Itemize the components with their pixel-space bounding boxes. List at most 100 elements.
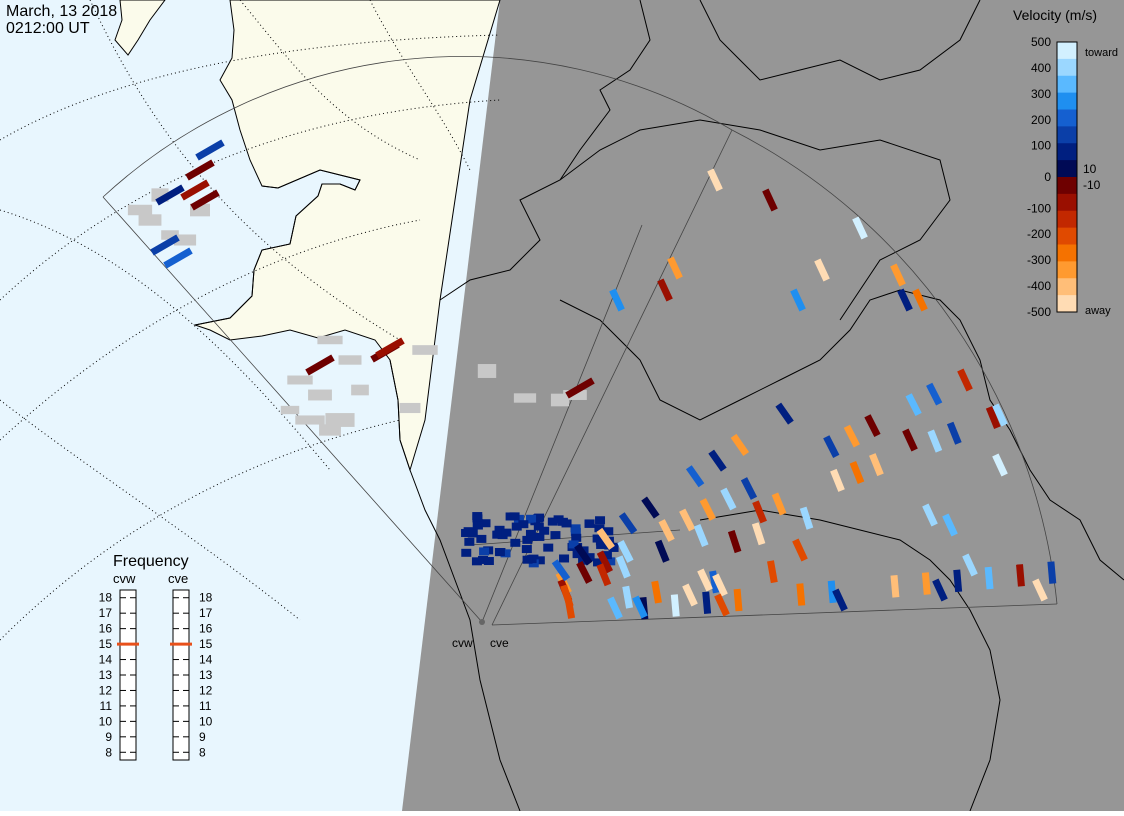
- velocity-cells: [127, 139, 1057, 620]
- velocity-cell: [852, 216, 868, 240]
- velocity-cell: [494, 547, 505, 556]
- velocity-cell: [596, 540, 607, 549]
- legend-tick-label: -300: [1027, 253, 1051, 267]
- velocity-cell: [511, 522, 522, 531]
- velocity-cell: [658, 519, 675, 542]
- velocity-cell: [325, 413, 355, 427]
- legend-tick-label: 200: [1031, 113, 1051, 127]
- velocity-cell: [905, 393, 922, 417]
- frequency-tick-label: 18: [99, 591, 113, 605]
- velocity-cell: [912, 288, 928, 312]
- velocity-cell: [551, 559, 571, 582]
- velocity-cell: [622, 585, 633, 609]
- velocity-cell: [533, 514, 544, 523]
- velocity-cell: [799, 506, 814, 530]
- velocity-cell: [574, 543, 593, 566]
- velocity-cell: [617, 540, 634, 563]
- legend-color-step: [1057, 92, 1077, 110]
- velocity-cell: [814, 258, 830, 282]
- velocity-cell: [173, 234, 197, 246]
- frequency-tick-label: 14: [199, 653, 213, 667]
- velocity-cell: [651, 580, 662, 604]
- legend-color-step: [1057, 227, 1077, 245]
- velocity-cell: [985, 405, 1001, 429]
- velocity-cell: [578, 556, 589, 565]
- velocity-cell: [510, 538, 521, 547]
- legend-tick-label: -10: [1083, 178, 1101, 192]
- velocity-cell: [305, 354, 335, 376]
- velocity-cell: [571, 533, 582, 542]
- velocity-cell: [479, 547, 490, 556]
- velocity-cell: [539, 526, 550, 535]
- legend-tick-label: 0: [1044, 170, 1051, 184]
- velocity-cell: [843, 424, 860, 448]
- legend-color-step: [1057, 42, 1077, 60]
- velocity-cell: [890, 263, 906, 287]
- velocity-cell: [670, 594, 680, 617]
- longitude-line: [0, 399, 301, 621]
- velocity-cell: [712, 573, 728, 597]
- velocity-cell: [922, 503, 938, 527]
- velocity-cell: [138, 214, 162, 226]
- velocity-cell: [992, 403, 1008, 427]
- velocity-cell: [412, 345, 438, 355]
- velocity-cell: [319, 424, 341, 436]
- frequency-tick-label: 12: [99, 683, 113, 697]
- arctic-coast: [439, 119, 951, 321]
- velocity-cell: [593, 558, 604, 567]
- velocity-cell: [584, 553, 595, 562]
- legend-tick-label: 400: [1031, 61, 1051, 75]
- frequency-tick-label: 8: [105, 745, 112, 759]
- frequency-tick-label: 12: [199, 683, 213, 697]
- velocity-cell: [161, 230, 179, 240]
- legend-tick-label: -400: [1027, 279, 1051, 293]
- velocity-cell: [869, 453, 884, 477]
- date-label: March, 13 2018: [6, 3, 117, 20]
- frequency-tick-label: 14: [99, 653, 113, 667]
- velocity-cell: [641, 496, 660, 519]
- cvw-site-label: cvw: [452, 636, 473, 650]
- velocity-cell: [500, 549, 511, 558]
- velocity-cell: [127, 204, 153, 216]
- velocity-cell: [697, 568, 713, 592]
- velocity-cell: [926, 382, 943, 406]
- velocity-cell: [533, 522, 544, 531]
- velocity-cell: [864, 414, 881, 437]
- legend-tick-label: 500: [1031, 35, 1051, 49]
- velocity-cell: [150, 234, 180, 256]
- velocity-cell: [547, 517, 558, 526]
- velocity-cell: [596, 527, 615, 550]
- velocity-cell: [513, 393, 537, 403]
- legend-color-step: [1057, 278, 1077, 296]
- velocity-cell: [632, 595, 648, 619]
- legend-title: Velocity (m/s): [1013, 7, 1097, 23]
- frequency-tick-label: 18: [199, 591, 213, 605]
- legend-color-step: [1057, 143, 1077, 161]
- velocity-cell: [461, 528, 472, 537]
- frequency-tick-label: 15: [199, 637, 213, 651]
- velocity-cell: [1016, 564, 1025, 587]
- velocity-cell: [707, 168, 723, 192]
- frequency-tick-label: 9: [105, 730, 112, 744]
- legend-color-step: [1057, 244, 1077, 262]
- frequency-tick-label: 15: [99, 637, 113, 651]
- velocity-cell: [534, 556, 545, 565]
- velocity-cell: [594, 524, 605, 533]
- velocity-cell: [553, 515, 564, 524]
- velocity-cell: [693, 523, 709, 547]
- velocity-cell: [605, 557, 616, 566]
- velocity-cell: [559, 554, 570, 563]
- frequency-title: Frequency: [113, 553, 189, 570]
- velocity-cell: [984, 566, 994, 590]
- velocity-cell: [509, 512, 520, 521]
- legend-ticks: 500400300200100100-10-100-200-300-400-50…: [1027, 35, 1101, 319]
- velocity-cell: [521, 545, 532, 554]
- land-day-island: [114, 0, 166, 56]
- velocity-cell: [615, 555, 631, 579]
- velocity-cell: [563, 390, 587, 400]
- velocity-cell: [472, 514, 483, 523]
- legend-color-step: [1057, 58, 1077, 77]
- velocity-cell: [709, 570, 720, 594]
- velocity-cell: [962, 553, 978, 577]
